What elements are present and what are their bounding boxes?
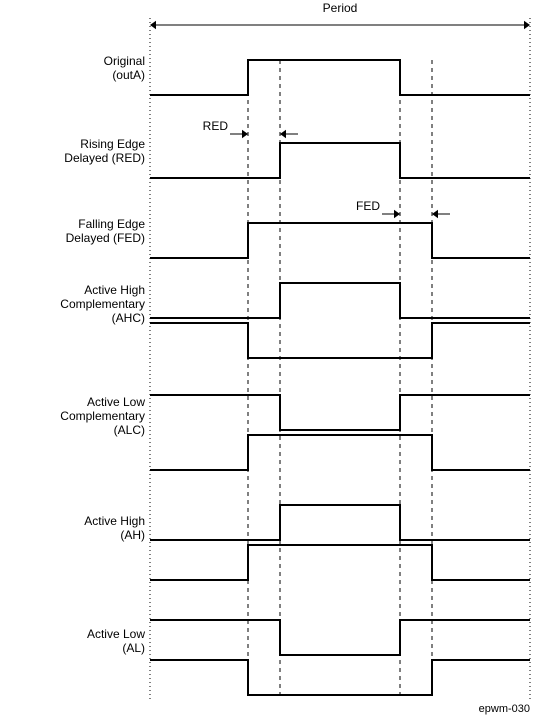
- wave-ahc-0: [150, 283, 530, 318]
- wave-alc-0: [150, 395, 530, 430]
- label-alc-0: Active Low: [87, 395, 145, 409]
- wave-ahc-1: [150, 323, 530, 358]
- wave-fed-0: [150, 223, 530, 258]
- label-ah-1: (AH): [120, 528, 145, 542]
- wave-ah-0: [150, 505, 530, 540]
- wave-ah-1: [150, 545, 530, 580]
- wave-al-1: [150, 660, 530, 695]
- label-red-0: Rising Edge: [80, 137, 145, 151]
- period-label: Period: [323, 1, 358, 15]
- label-ahc-2: (AHC): [112, 311, 145, 325]
- label-ah-0: Active High: [84, 514, 145, 528]
- fed-label: FED: [356, 199, 380, 213]
- label-fed-0: Falling Edge: [78, 217, 145, 231]
- timing-diagram: PeriodREDFEDOriginal(outA)Rising EdgeDel…: [0, 0, 546, 718]
- red-label: RED: [203, 119, 229, 133]
- label-alc-2: (ALC): [114, 423, 145, 437]
- label-red-1: Delayed (RED): [64, 151, 145, 165]
- label-ahc-0: Active High: [84, 283, 145, 297]
- label-al-1: (AL): [122, 641, 145, 655]
- label-original-0: Original: [104, 54, 145, 68]
- label-alc-1: Complementary: [60, 409, 145, 423]
- footer-text: epwm-030: [479, 703, 530, 715]
- wave-red-0: [150, 143, 530, 178]
- label-fed-1: Delayed (FED): [66, 231, 145, 245]
- label-al-0: Active Low: [87, 627, 145, 641]
- label-original-1: (outA): [112, 68, 145, 82]
- wave-al-0: [150, 620, 530, 655]
- label-ahc-1: Complementary: [60, 297, 145, 311]
- wave-alc-1: [150, 435, 530, 470]
- wave-original-0: [150, 60, 530, 95]
